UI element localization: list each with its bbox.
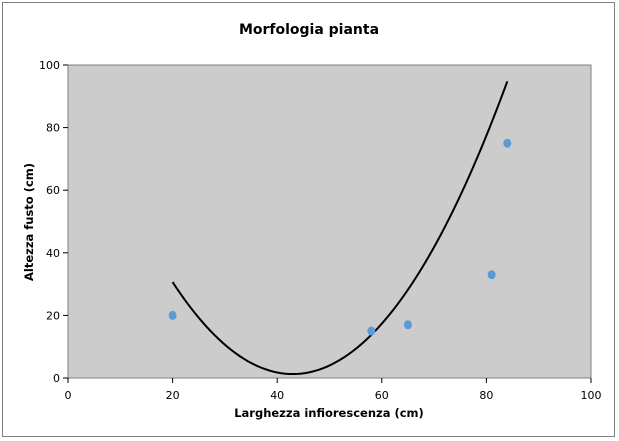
x-axis: 0 20 40 60 80 100: [65, 378, 602, 402]
data-point: [403, 320, 412, 330]
x-tick-label: 80: [479, 389, 493, 402]
data-point: [367, 326, 376, 336]
y-tick-label: 0: [53, 372, 60, 385]
chart-title: Morfologia pianta: [239, 22, 379, 38]
data-point: [503, 138, 512, 148]
x-tick-label: 20: [166, 389, 180, 402]
data-point: [487, 270, 496, 280]
x-tick-label: 100: [581, 389, 602, 402]
data-points: [168, 138, 512, 336]
x-tick-label: 60: [375, 389, 389, 402]
y-tick-label: 60: [46, 184, 60, 197]
y-axis-title: Altezza fusto (cm): [22, 163, 36, 281]
y-tick-label: 40: [46, 247, 60, 260]
trendline: [171, 80, 509, 376]
x-tick-label: 0: [65, 389, 72, 402]
x-tick-label: 40: [270, 389, 284, 402]
x-axis-title: Larghezza infiorescenza (cm): [234, 406, 424, 420]
y-tick-label: 80: [46, 122, 60, 135]
data-point: [168, 310, 177, 320]
y-tick-label: 20: [46, 309, 60, 322]
y-tick-label: 100: [39, 59, 60, 72]
y-axis: 0 20 40 60 80 100: [39, 59, 68, 385]
plot-area: [67, 64, 592, 379]
